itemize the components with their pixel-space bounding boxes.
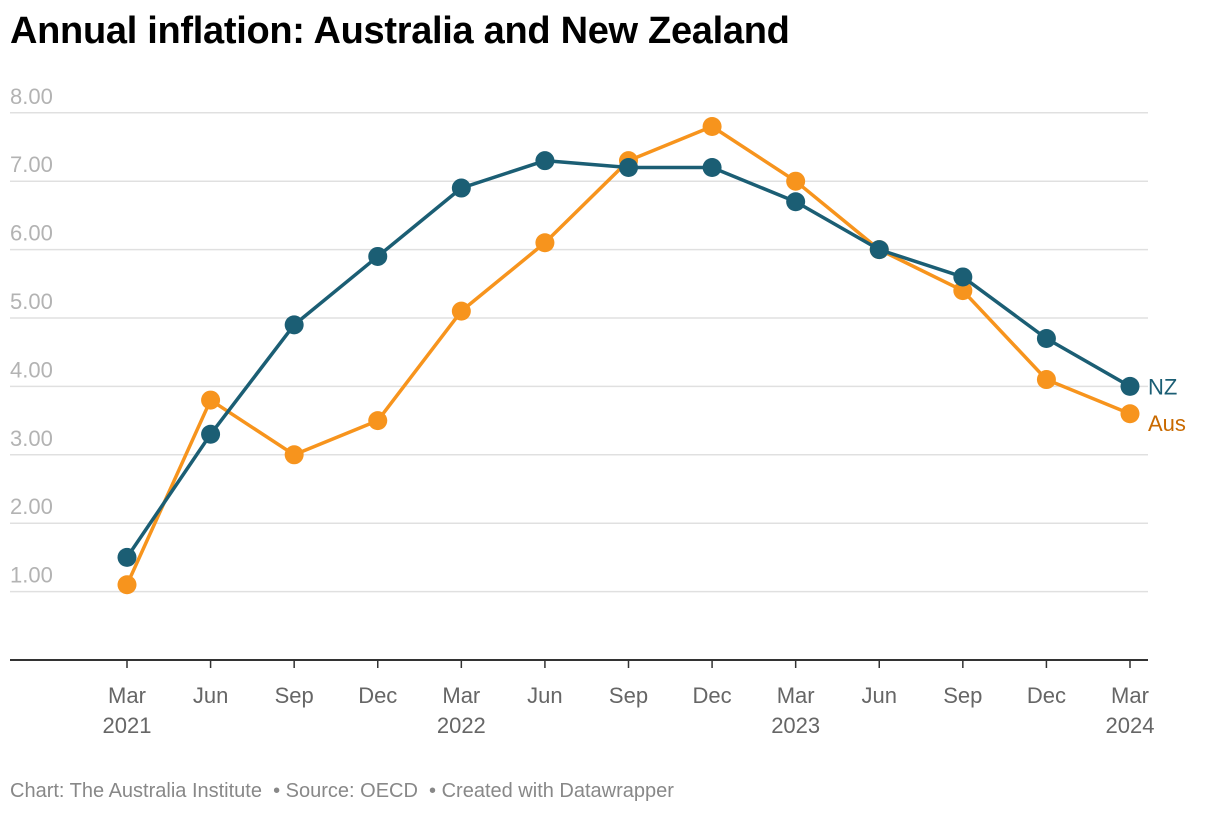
footer-source: Source: OECD [285, 780, 418, 802]
x-tick-label: Sep [275, 683, 314, 708]
x-tick-label: Sep [943, 683, 982, 708]
data-point-nz [786, 192, 806, 212]
grid-lines [10, 112, 1148, 593]
footer-chart-credit: Chart: The Australia Institute [10, 780, 262, 802]
series-label-nz: NZ [1148, 374, 1177, 399]
chart-footer: Chart: The Australia Institute • Source:… [10, 780, 674, 803]
x-tick-year-label: 2023 [771, 713, 820, 738]
data-point-nz [1036, 329, 1056, 349]
y-axis-ticks: 1.00 2.00 3.00 4.00 5.00 6.00 7.00 8.00 [10, 84, 53, 588]
data-point-aus [535, 233, 555, 253]
data-point-nz [1120, 376, 1140, 396]
data-point-nz [284, 315, 304, 335]
x-tick-year-label: 2021 [103, 713, 152, 738]
data-point-aus [1036, 370, 1056, 390]
x-tick-label: Jun [527, 683, 562, 708]
x-tick-label: Mar [442, 683, 480, 708]
data-point-nz [451, 178, 471, 198]
x-tick-year-label: 2022 [437, 713, 486, 738]
x-tick-label: Dec [358, 683, 397, 708]
series-line-nz [125, 158, 1131, 559]
y-tick-label: 1.00 [10, 563, 53, 588]
y-tick-label: 3.00 [10, 426, 53, 451]
data-point-aus [284, 445, 304, 465]
x-tick-label: Sep [609, 683, 648, 708]
data-point-nz [368, 246, 388, 266]
y-tick-label: 5.00 [10, 289, 53, 314]
footer-created-with: Created with Datawrapper [441, 780, 674, 802]
data-point-nz [702, 158, 722, 178]
x-tick-year-label: 2024 [1106, 713, 1155, 738]
x-axis: Mar 2021 Jun Sep Dec Mar 2022 Jun Sep Dec Mar 2023 J… [10, 659, 1155, 738]
data-point-aus [117, 575, 137, 595]
footer-separator: • [417, 780, 442, 802]
x-tick-label: Dec [1027, 683, 1066, 708]
data-point-aus [953, 281, 973, 301]
series-group [117, 116, 1140, 595]
data-point-nz [619, 158, 638, 178]
data-point-aus [451, 301, 471, 321]
chart-title: Annual inflation: Australia and New Zeal… [10, 10, 790, 52]
x-tick-label: Dec [693, 683, 732, 708]
y-tick-label: 4.00 [10, 357, 53, 382]
data-point-nz [535, 151, 555, 171]
x-tick-label: Mar [1111, 683, 1149, 708]
series-labels: NZ Aus [1148, 374, 1186, 435]
y-tick-label: 6.00 [10, 221, 53, 246]
series-label-aus: Aus [1148, 411, 1186, 436]
data-point-aus [1120, 404, 1140, 424]
data-point-aus [786, 171, 806, 191]
data-point-aus [201, 390, 221, 410]
y-tick-label: 7.00 [10, 152, 53, 177]
footer-separator: • [261, 780, 286, 802]
data-point-aus [702, 116, 722, 136]
x-tick-label: Mar [777, 683, 815, 708]
series-line-aus [125, 124, 1131, 586]
data-point-aus [368, 411, 388, 431]
data-point-nz [117, 547, 137, 567]
y-tick-label: 2.00 [10, 494, 53, 519]
y-tick-label: 8.00 [10, 84, 53, 109]
x-tick-label: Jun [193, 683, 228, 708]
data-point-nz [201, 424, 221, 444]
data-point-nz [869, 240, 889, 260]
data-point-nz [953, 267, 973, 287]
x-tick-label: Mar [108, 683, 146, 708]
x-tick-label: Jun [862, 683, 897, 708]
